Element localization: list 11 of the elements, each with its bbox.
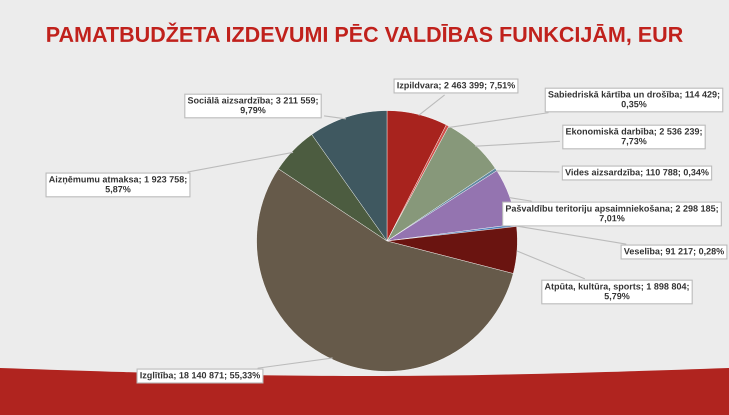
slice-label: Pašvaldību teritoriju apsaimniekošana; 2 298 185; 7,01%: [506, 204, 718, 223]
slice-label: Izglītība; 18 140 871; 55,33%: [140, 372, 260, 380]
slice-label: Sabiedriskā kārtība un drošība; 114 429; 0,35%: [548, 90, 720, 109]
chart-title: PAMATBUDŽETA IZDEVUMI PĒC VALDĪBAS FUNKCIJĀM, EUR: [47, 22, 683, 46]
slice-label: Vides aizsardzība; 110 788; 0,34%: [565, 168, 709, 177]
slice-label: Izpildvara; 2 463 399; 7,51%: [397, 82, 515, 90]
slice-label: Atpūta, kultūra, sports; 1 898 804; 5,79%: [544, 282, 689, 301]
slice-label: Sociālā aizsardzība; 3 211 559; 9,79%: [188, 96, 318, 115]
slice-label: Aizņēmumu atmaksa; 1 923 758; 5,87%: [48, 176, 186, 194]
slice-label: Ekonomiskā darbība; 2 536 239; 7,73%: [566, 128, 702, 146]
slice-label: Veselība; 91 217; 0,28%: [624, 248, 724, 256]
